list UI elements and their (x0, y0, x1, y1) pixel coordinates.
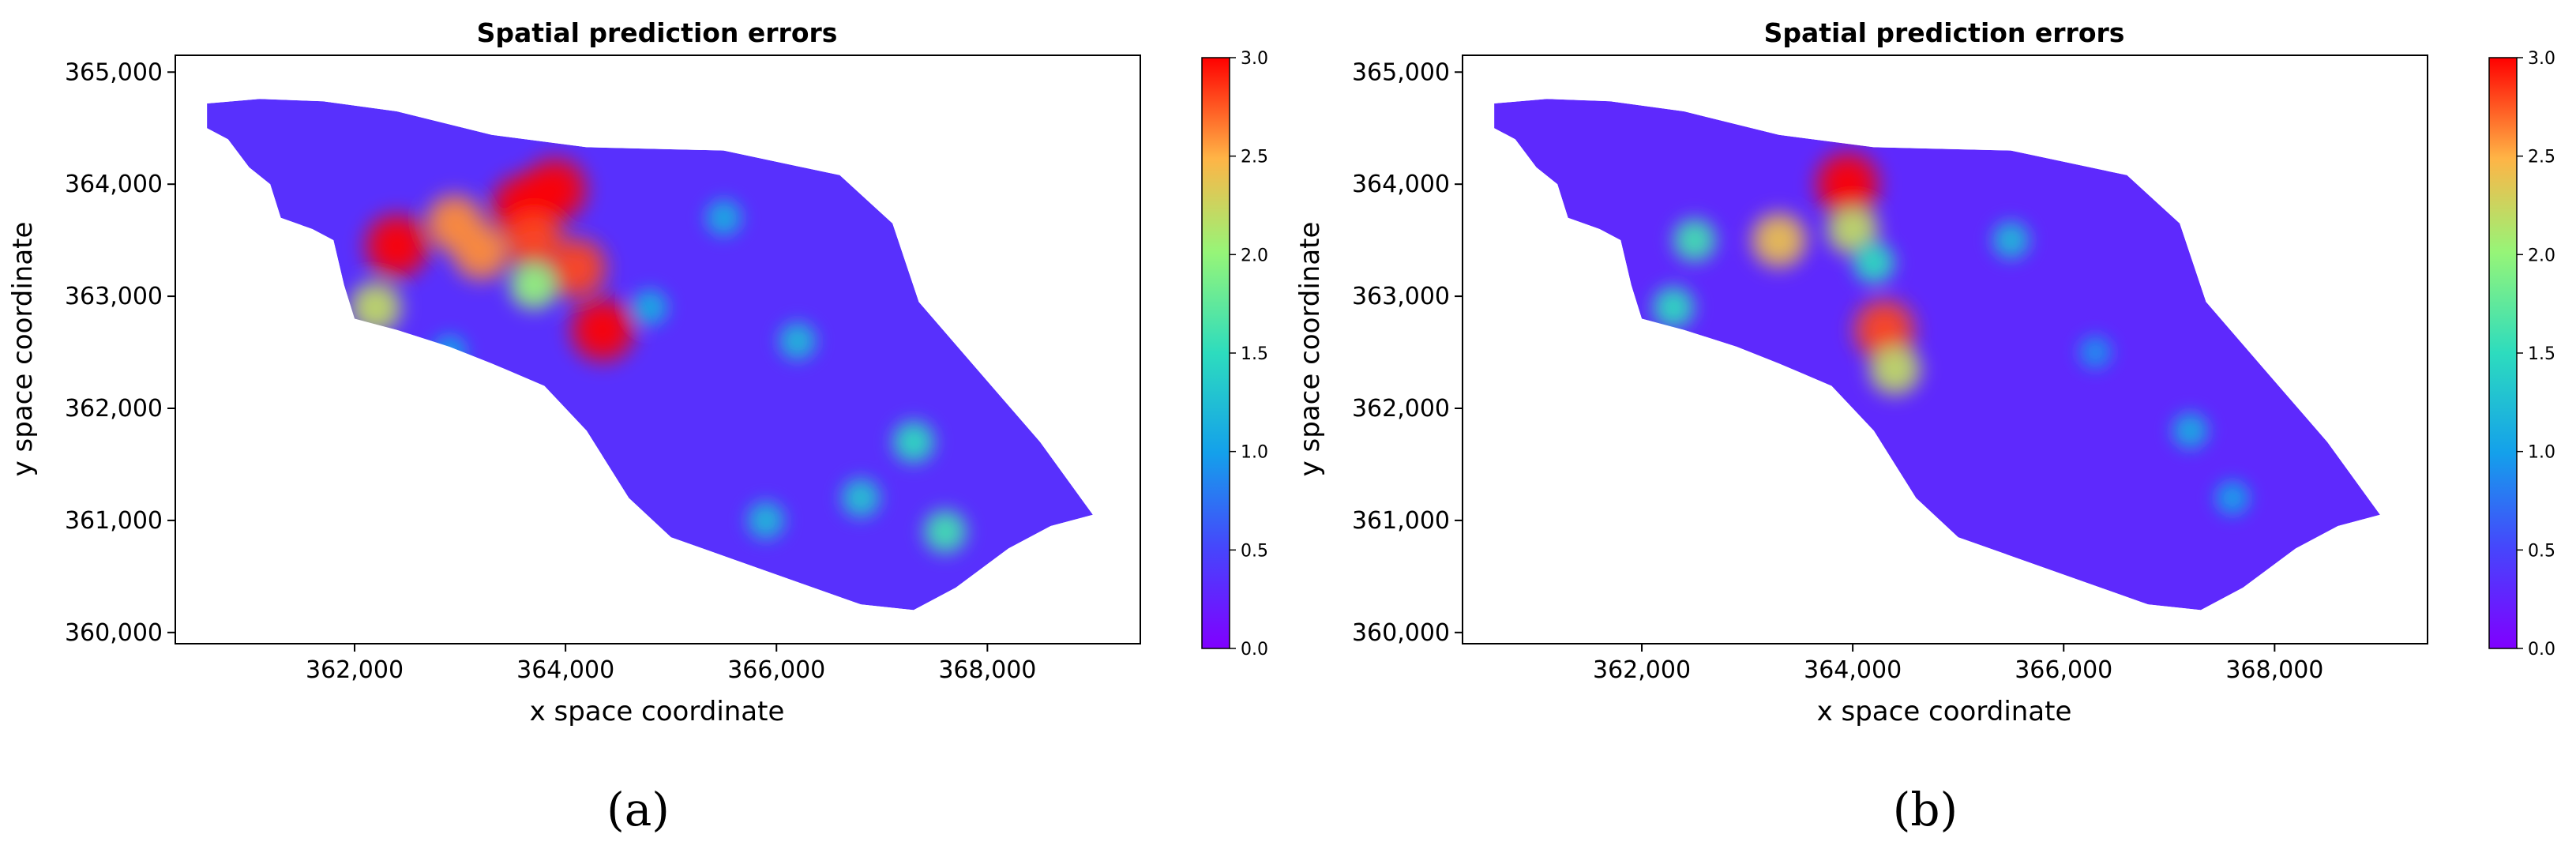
chart-title: Spatial prediction errors (1764, 17, 2125, 48)
y-tick-label: 365,000 (1352, 58, 1450, 86)
y-tick-label: 361,000 (1352, 507, 1450, 535)
error-hotspot (1860, 333, 1931, 404)
y-tick-label: 365,000 (65, 58, 163, 86)
error-hotspot (426, 329, 474, 376)
colorbar (2488, 57, 2518, 649)
colorbar-tick-label: 2.0 (1241, 246, 1268, 265)
error-hotspot (699, 193, 749, 242)
x-tick-label: 366,000 (727, 656, 825, 684)
y-axis-ticks: 360,000 361,000 362,000 363,000 364,000 365,0… (65, 58, 175, 647)
y-tick-label: 360,000 (1352, 619, 1450, 647)
colorbar-tick-label: 1.0 (1241, 443, 1268, 463)
y-tick-label: 362,000 (1352, 395, 1450, 423)
x-axis-label: x space coordinate (1817, 696, 2072, 727)
y-axis-ticks: 360,000 361,000 362,000 363,000 364,000 365,0… (1352, 58, 1463, 647)
colorbar-tick-label: 3.0 (1241, 49, 1268, 69)
x-tick-label: 368,000 (2225, 656, 2323, 684)
colorbar-ticks: 0.0 0.5 1.0 1.5 2.0 2.5 3.0 (1230, 49, 1268, 659)
y-tick-label: 361,000 (65, 507, 163, 535)
error-hotspot (1985, 214, 2037, 266)
error-hotspot (740, 494, 792, 547)
error-hotspot (884, 413, 942, 471)
error-heatmap (207, 99, 1093, 611)
colorbar-tick-label: 0.0 (2528, 640, 2555, 659)
y-axis-label: y space coordinate (7, 222, 39, 477)
x-tick-label: 366,000 (2015, 656, 2112, 684)
colorbar-tick-label: 1.5 (1241, 344, 1268, 364)
colorbar-tick-label: 1.5 (2528, 344, 2555, 364)
x-axis-ticks: 362,000 364,000 366,000 368,000 (1593, 644, 2323, 684)
y-tick-label: 364,000 (1352, 171, 1450, 198)
error-hotspot (834, 471, 888, 525)
y-tick-label: 363,000 (1352, 283, 1450, 310)
panel-label: (b) (1893, 783, 1958, 836)
error-hotspot (340, 272, 411, 343)
x-tick-label: 362,000 (1593, 656, 1691, 684)
error-hotspot (1741, 203, 1816, 277)
error-hotspot (1645, 279, 1703, 336)
error-hotspot (2072, 329, 2119, 375)
error-heatmap (1494, 99, 2380, 611)
colorbar-tick-label: 2.5 (2528, 148, 2555, 167)
y-tick-label: 364,000 (65, 171, 163, 198)
error-hotspot (915, 502, 975, 562)
panel-b: Spatial prediction errors 362,000 364,000… (1294, 17, 2555, 836)
panel-a: Spatial prediction errors 362,000 364,000… (7, 17, 1268, 836)
y-axis-label: y space coordinate (1294, 222, 1326, 477)
y-tick-label: 362,000 (65, 395, 163, 423)
x-tick-label: 362,000 (306, 656, 404, 684)
error-hotspot (1665, 210, 1724, 270)
x-tick-label: 368,000 (938, 656, 1036, 684)
x-tick-label: 364,000 (1804, 656, 1902, 684)
colorbar-ticks: 0.0 0.5 1.0 1.5 2.0 2.5 3.0 (2517, 49, 2555, 659)
plot-frame (175, 54, 1141, 644)
error-hotspot (442, 212, 520, 291)
y-tick-label: 363,000 (65, 283, 163, 310)
study-area (1494, 99, 2380, 611)
error-hotspot (1845, 234, 1902, 291)
plot-frame (1462, 54, 2428, 644)
y-tick-label: 360,000 (65, 619, 163, 647)
x-axis-ticks: 362,000 364,000 366,000 368,000 (306, 644, 1036, 684)
colorbar-tick-label: 1.0 (2528, 443, 2555, 463)
colorbar (1201, 57, 1230, 649)
colorbar-tick-label: 0.0 (1241, 640, 1268, 659)
chart-title: Spatial prediction errors (477, 17, 838, 48)
colorbar-tick-label: 0.5 (2528, 541, 2555, 561)
colorbar-tick-label: 3.0 (2528, 49, 2555, 69)
error-hotspot (772, 315, 824, 367)
panel-label: (a) (606, 783, 670, 836)
colorbar-tick-label: 2.0 (2528, 246, 2555, 265)
x-axis-label: x space coordinate (530, 696, 785, 727)
error-hotspot (501, 251, 568, 318)
x-tick-label: 364,000 (516, 656, 614, 684)
error-hotspot (2165, 406, 2215, 456)
colorbar-tick-label: 0.5 (1241, 541, 1268, 561)
error-hotspot (625, 283, 675, 333)
colorbar-tick-label: 2.5 (1241, 148, 1268, 167)
error-hotspot (2208, 474, 2256, 522)
